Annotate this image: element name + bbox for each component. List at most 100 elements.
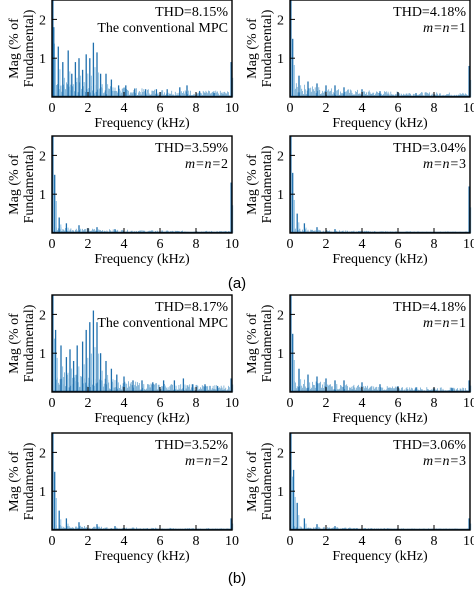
- x-tick-label: 6: [395, 237, 402, 252]
- y-axis-label: Mag (% ofFundamental): [7, 442, 37, 520]
- y-tick-label: 1: [39, 52, 46, 67]
- thd-annotation: THD=3.52%: [155, 438, 228, 453]
- plot-frame: [289, 294, 471, 393]
- y-tick-label: 2: [39, 13, 46, 28]
- x-tick-label: 10: [463, 534, 474, 549]
- x-tick-label: 0: [287, 101, 294, 116]
- x-tick-label: 8: [431, 396, 438, 411]
- x-tick-label: 10: [225, 237, 239, 252]
- x-tick-label: 8: [431, 101, 438, 116]
- plot-frame: [289, 432, 471, 531]
- plot-frame: [289, 0, 471, 98]
- x-tick-label: 2: [85, 101, 92, 116]
- x-tick-label: 4: [359, 534, 366, 549]
- x-tick-label: 6: [395, 534, 402, 549]
- plot-frame: [51, 0, 233, 98]
- y-axis-label: Mag (% ofFundamental): [7, 145, 37, 223]
- x-tick-label: 8: [431, 534, 438, 549]
- x-axis-label: Frequency (kHz): [332, 252, 428, 267]
- x-axis-label: Frequency (kHz): [94, 549, 190, 564]
- x-axis-label: Frequency (kHz): [94, 411, 190, 426]
- y-tick-label: 1: [277, 485, 284, 500]
- x-tick-label: 2: [323, 237, 330, 252]
- x-tick-label: 6: [157, 237, 164, 252]
- x-tick-label: 2: [323, 396, 330, 411]
- x-tick-label: 4: [359, 237, 366, 252]
- y-tick-label: 2: [277, 13, 284, 28]
- thd-annotation: THD=4.18%: [393, 300, 466, 315]
- method-annotation: m=n=1: [423, 316, 466, 331]
- x-tick-label: 4: [359, 396, 366, 411]
- method-annotation: m=n=3: [423, 157, 466, 172]
- x-axis-label: Frequency (kHz): [332, 411, 428, 426]
- x-tick-label: 0: [49, 396, 56, 411]
- x-tick-label: 8: [193, 101, 200, 116]
- x-axis-label: Frequency (kHz): [94, 116, 190, 131]
- caption-a: (a): [227, 275, 247, 292]
- x-tick-label: 0: [49, 237, 56, 252]
- x-axis-label: Frequency (kHz): [332, 549, 428, 564]
- x-tick-label: 0: [287, 237, 294, 252]
- x-tick-label: 4: [121, 101, 128, 116]
- thd-annotation: THD=8.15%: [155, 5, 228, 20]
- x-tick-label: 8: [193, 237, 200, 252]
- x-tick-label: 10: [225, 396, 239, 411]
- y-axis-label: Mag (% ofFundamental): [245, 442, 275, 520]
- method-annotation: The conventional MPC: [97, 21, 228, 36]
- y-tick-label: 2: [277, 446, 284, 461]
- method-annotation: m=n=2: [185, 157, 228, 172]
- y-axis-label: Mag (% ofFundamental): [245, 304, 275, 382]
- y-axis-label: Mag (% ofFundamental): [7, 9, 37, 87]
- y-axis-label: Mag (% ofFundamental): [245, 9, 275, 87]
- x-tick-label: 8: [193, 396, 200, 411]
- plot-frame: [289, 135, 471, 234]
- y-tick-label: 2: [277, 308, 284, 323]
- x-tick-label: 4: [121, 396, 128, 411]
- x-tick-label: 2: [85, 534, 92, 549]
- x-tick-label: 4: [359, 101, 366, 116]
- y-tick-label: 1: [277, 347, 284, 362]
- caption-b: (b): [227, 570, 247, 587]
- y-tick-label: 1: [39, 347, 46, 362]
- plot-frame: [51, 294, 233, 393]
- x-tick-label: 10: [463, 237, 474, 252]
- y-axis-label: Mag (% ofFundamental): [7, 304, 37, 382]
- method-annotation: m=n=3: [423, 454, 466, 469]
- y-tick-label: 2: [39, 149, 46, 164]
- y-tick-label: 2: [39, 446, 46, 461]
- thd-annotation: THD=8.17%: [155, 300, 228, 315]
- thd-annotation: THD=3.59%: [155, 141, 228, 156]
- x-tick-label: 6: [157, 101, 164, 116]
- method-annotation: m=n=2: [185, 454, 228, 469]
- x-tick-label: 2: [85, 396, 92, 411]
- x-tick-label: 6: [395, 101, 402, 116]
- x-tick-label: 0: [287, 534, 294, 549]
- x-tick-label: 2: [85, 237, 92, 252]
- plot-frame: [51, 432, 233, 531]
- x-tick-label: 6: [395, 396, 402, 411]
- x-tick-label: 10: [463, 396, 474, 411]
- x-tick-label: 4: [121, 534, 128, 549]
- x-tick-label: 2: [323, 101, 330, 116]
- x-tick-label: 4: [121, 237, 128, 252]
- x-tick-label: 10: [463, 101, 474, 116]
- y-tick-label: 1: [39, 188, 46, 203]
- y-tick-label: 1: [277, 52, 284, 67]
- y-tick-label: 2: [39, 308, 46, 323]
- y-tick-label: 1: [277, 188, 284, 203]
- x-axis-label: Frequency (kHz): [332, 116, 428, 131]
- method-annotation: m=n=1: [423, 21, 466, 36]
- thd-annotation: THD=4.18%: [393, 5, 466, 20]
- x-axis-label: Frequency (kHz): [94, 252, 190, 267]
- plot-frame: [51, 135, 233, 234]
- thd-annotation: THD=3.06%: [393, 438, 466, 453]
- x-tick-label: 10: [225, 534, 239, 549]
